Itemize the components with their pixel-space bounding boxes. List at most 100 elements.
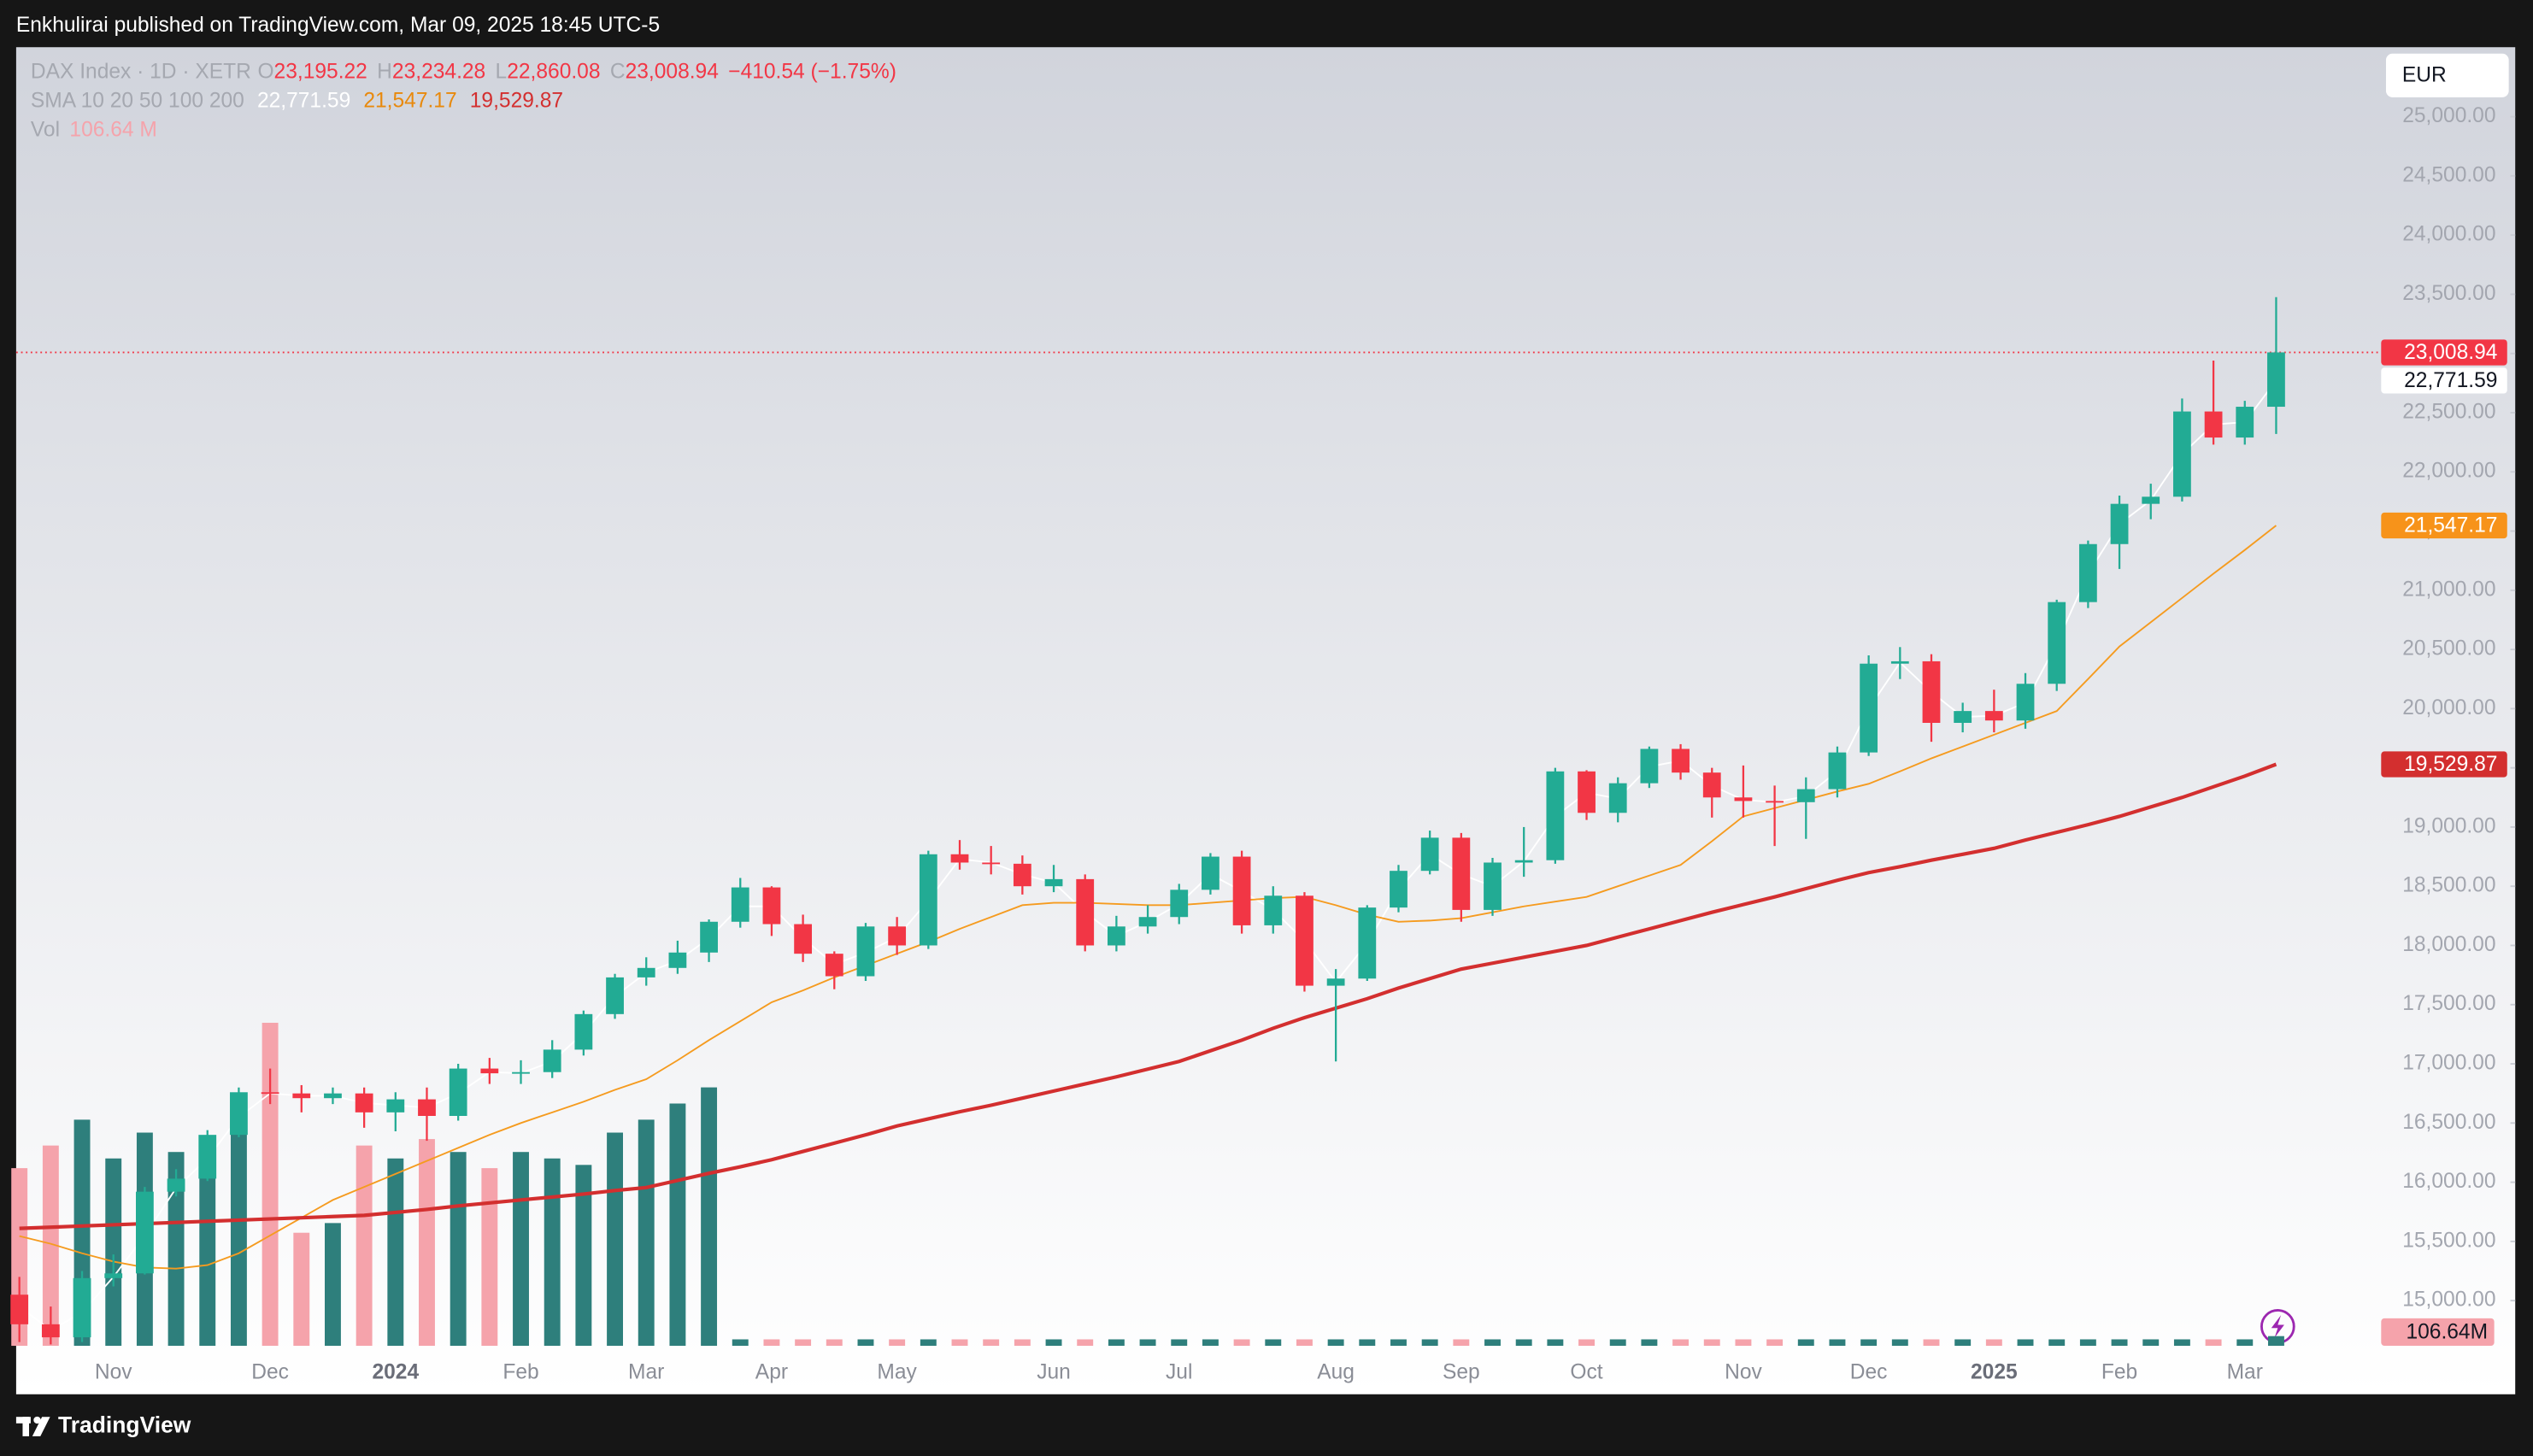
x-tick-label: Jul (1166, 1361, 1192, 1384)
candle-body (324, 1093, 342, 1099)
volume-bar (544, 1158, 561, 1347)
volume-bar (1453, 1339, 1470, 1347)
candle-body (167, 1178, 185, 1192)
volume-bar (1233, 1339, 1250, 1347)
candle-body (1860, 663, 1878, 753)
price-label: 22,771.59 (2404, 369, 2497, 392)
candle-body (73, 1277, 91, 1338)
x-tick-label: Jun (1037, 1361, 1071, 1384)
y-tick-label: 22,500.00 (2402, 400, 2495, 423)
volume-bar (481, 1168, 498, 1347)
y-tick-label: 24,000.00 (2402, 223, 2495, 246)
candle-body (1796, 789, 1815, 802)
volume-bar (230, 1113, 247, 1347)
price-label: 23,008.94 (2404, 341, 2497, 364)
x-tick-label: Oct (1570, 1361, 1602, 1384)
candle-body (104, 1273, 123, 1278)
plot: 15,000.00 15,500.00 16,000.00 16,500.00 17,0… (10, 104, 2516, 1384)
volume-bar (387, 1158, 404, 1347)
alert-icon-bolt (2271, 1315, 2284, 1338)
candle-body (1640, 749, 1659, 784)
logo-part (33, 1416, 41, 1424)
candle-body (1922, 660, 1941, 723)
volume-bar (638, 1119, 655, 1347)
volume-bar (2048, 1339, 2066, 1347)
volume-bar (1735, 1339, 1752, 1347)
candle-body (1044, 878, 1063, 887)
x-tick-label: 2025 (1971, 1361, 2018, 1384)
volume-label: 106.64M (2406, 1320, 2488, 1343)
volume-bar (1014, 1339, 1031, 1347)
candle-body (1358, 907, 1377, 979)
volume-bar (1296, 1339, 1313, 1347)
ohlc-key: L (496, 61, 508, 84)
currency[interactable]: EUR (2402, 64, 2447, 87)
candle-body (543, 1049, 561, 1072)
volume-bar (1359, 1339, 1376, 1347)
candle-body (2016, 684, 2035, 721)
y-tick-label: 23,500.00 (2402, 282, 2495, 305)
brand: TradingView (58, 1412, 191, 1438)
y-tick-label: 18,500.00 (2402, 874, 2495, 897)
candle-body (1702, 772, 1721, 798)
volume-bar (1045, 1339, 1062, 1347)
candle-body (1296, 895, 1314, 986)
sma-value: 21,547.17 (363, 90, 456, 113)
ohlc-value: 23,008.94 (626, 61, 719, 84)
candle-body (1107, 926, 1125, 946)
moving-average (19, 762, 2277, 1230)
candle-body (2048, 602, 2066, 684)
price-label: 21,547.17 (2404, 514, 2497, 537)
x-tick-label: Sep (1443, 1361, 1480, 1384)
candle-body (292, 1093, 311, 1099)
volume-bar (2173, 1339, 2190, 1347)
candle-body (1890, 660, 1909, 664)
candle-body (1390, 871, 1408, 908)
y-tick-label: 24,500.00 (2402, 163, 2495, 186)
candle-body (230, 1092, 248, 1136)
candle-body (762, 887, 781, 925)
volume-bar (419, 1139, 435, 1347)
volume-bar (293, 1232, 310, 1347)
volume-bar (1515, 1339, 1532, 1347)
volume-bar (2111, 1339, 2128, 1347)
candle-body (825, 954, 843, 977)
change: −410.54 (−1.75%) (728, 61, 896, 84)
candle-body (1984, 711, 2003, 721)
volume-bar (701, 1087, 718, 1347)
volume-bar (199, 1139, 216, 1347)
candle-body (1828, 752, 1847, 790)
ohlc-key: H (377, 61, 392, 84)
candle-body (261, 1092, 279, 1095)
candle-body (1578, 771, 1596, 813)
price-label-box (2381, 339, 2507, 366)
y-tick-label: 22,000.00 (2402, 460, 2495, 483)
x-tick-label: Feb (2101, 1361, 2137, 1384)
candle-body (1954, 711, 1972, 723)
ohlc-value: 23,234.28 (392, 61, 485, 84)
candle-body (574, 1013, 593, 1050)
volume-bar (1766, 1339, 1784, 1347)
volume-bar (1139, 1339, 1156, 1347)
x-tick-label: Feb (502, 1361, 538, 1384)
volume-bar (1829, 1339, 1846, 1347)
candle-body (919, 854, 937, 946)
y-tick-label: 16,000.00 (2402, 1170, 2495, 1193)
volume-bar (105, 1158, 122, 1347)
candle-body (10, 1295, 29, 1324)
volume-bar (356, 1145, 373, 1347)
candle-body (1766, 801, 1784, 803)
candle-body (982, 862, 1001, 865)
candle-body (1326, 978, 1345, 986)
legend: DAX Index · 1D · XETR O23,195.22 H23,234.2… (31, 61, 896, 142)
candle-body (2236, 407, 2254, 438)
sma-label: SMA 10 20 50 100 200 (31, 90, 244, 113)
candle-body (2078, 543, 2097, 602)
ohlc-value: 23,195.22 (274, 61, 367, 84)
candle-body (449, 1068, 467, 1116)
ohlc-key: O (257, 61, 273, 84)
currency-button[interactable] (2385, 53, 2509, 97)
y-tick-label: 21,000.00 (2402, 578, 2495, 601)
candle-body (512, 1071, 530, 1074)
volume-bar (1672, 1339, 1690, 1347)
